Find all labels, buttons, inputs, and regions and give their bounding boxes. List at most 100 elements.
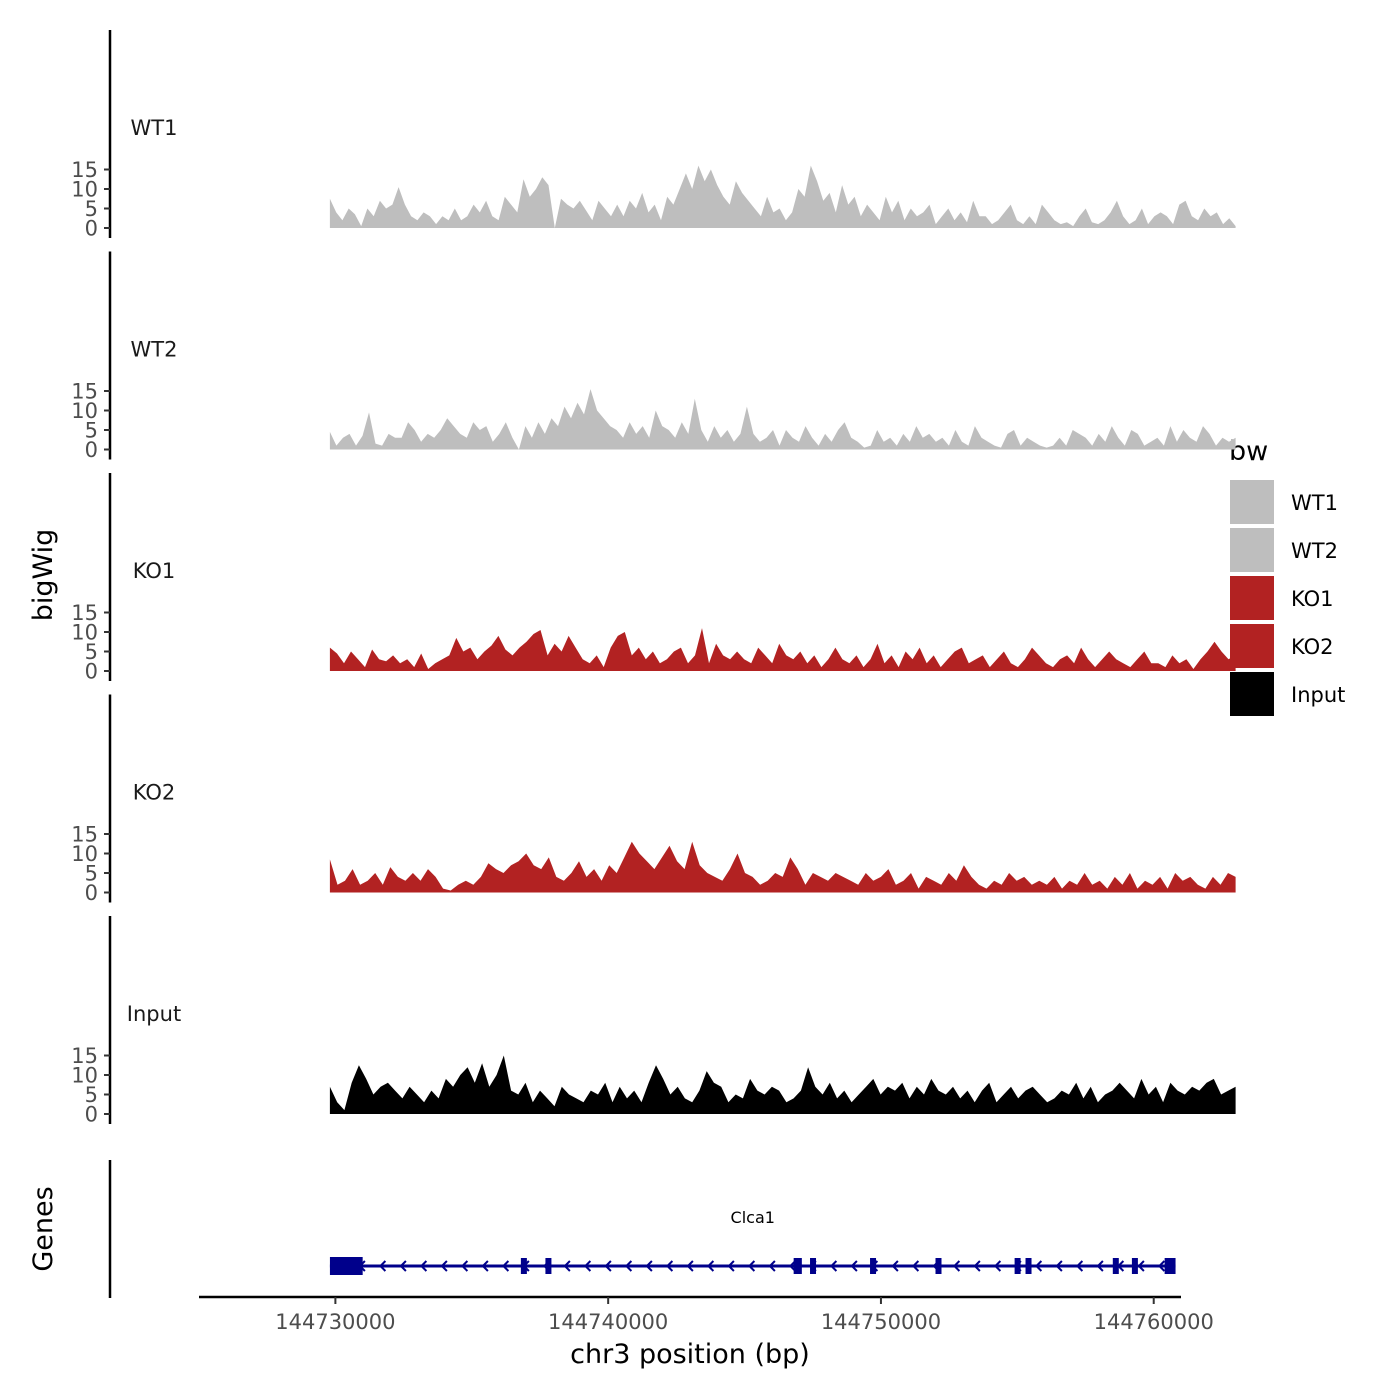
gene-exon [1164,1258,1176,1274]
track-label-ko1: KO1 [133,559,176,583]
gene-exon [1014,1258,1021,1274]
legend-label-input: Input [1291,683,1345,707]
y-tick-label: 10 [71,842,98,866]
legend-label-wt2: WT2 [1291,539,1338,563]
y-tick-label: 5 [85,862,98,886]
signal-area-wt2 [329,389,1236,450]
x-tick-label: 144750000 [821,1310,941,1334]
y-tick-label: 10 [71,621,98,645]
x-tick-label: 144760000 [1094,1310,1214,1334]
strand-chevron [952,1260,961,1272]
strand-chevron [891,1260,899,1272]
gene-exon [810,1258,817,1274]
legend-label-ko1: KO1 [1291,587,1334,611]
legend-swatch-ko2 [1230,624,1274,668]
y-tick-label: 15 [71,1044,98,1068]
strand-chevron [1096,1260,1104,1272]
strand-chevron [768,1260,776,1272]
y-tick-label: 0 [85,881,98,905]
track-label-ko2: KO2 [133,781,176,805]
y-tick-label: 10 [71,178,98,202]
y-tick-label: 5 [85,197,98,221]
x-axis-title: chr3 position (bp) [570,1339,810,1370]
y-tick-label: 5 [85,1083,98,1107]
y-tick-label: 5 [85,419,98,443]
x-axis: 144730000 144740000 144750000 144760000 [199,1295,1214,1334]
gene-exon [329,1257,363,1275]
strand-chevron [727,1260,735,1272]
strand-chevron [973,1260,981,1272]
legend-swatch-input [1230,672,1274,716]
legend: WT1 WT2 KO1 KO2 Input [1230,480,1345,716]
strand-chevron [1055,1260,1063,1272]
track-label-input: Input [127,1002,181,1026]
y-axis-title: bigWig [28,529,59,622]
legend-label-wt1: WT1 [1291,491,1338,515]
strand-chevron [419,1260,428,1272]
strand-chevron [583,1260,592,1272]
strand-chevron [747,1260,756,1272]
strand-chevron [624,1260,633,1272]
y-tick-label: 15 [71,380,98,404]
track-label-wt1: WT1 [131,116,178,140]
strand-chevron [1137,1260,1145,1272]
strand-chevron [911,1260,920,1272]
gene-exon [545,1258,552,1274]
y-tick-label: 0 [85,1103,98,1127]
track-label-wt2: WT2 [131,338,178,362]
gene-exon [1112,1258,1119,1274]
strand-chevron [378,1260,387,1272]
legend-label-ko2: KO2 [1291,635,1334,659]
strand-chevron [1157,1260,1166,1272]
signal-tracks: 051015WT1051015WT2051015KO1051015KO20510… [71,30,1236,1127]
strand-chevron [481,1260,489,1272]
legend-swatch-wt2 [1230,528,1274,572]
y-tick-label: 15 [71,158,98,182]
y-tick-label: 0 [85,217,98,241]
gene-track [108,1160,1176,1298]
strand-chevron [501,1260,510,1272]
x-tick-label: 144740000 [548,1310,668,1334]
x-tick-label: 144730000 [275,1310,395,1334]
gene-exon [870,1258,877,1274]
signal-area-input [329,1055,1236,1114]
signal-area-ko2 [329,841,1236,893]
y-tick-label: 0 [85,438,98,462]
strand-chevron [563,1260,571,1272]
gene-exon [520,1258,527,1274]
y-tick-label: 5 [85,640,98,664]
strand-chevron [440,1260,448,1272]
strand-chevron [399,1260,407,1272]
gene-exon [935,1258,942,1274]
strand-chevron [1075,1260,1084,1272]
signal-area-wt1 [329,165,1236,228]
legend-swatch-wt1 [1230,480,1274,524]
strand-chevron [604,1260,612,1272]
signal-area-ko1 [329,628,1236,671]
strand-chevron [1034,1260,1043,1272]
gene-exon [1025,1258,1032,1274]
gene-label: Clca1 [731,1208,775,1227]
y-tick-label: 10 [71,1064,98,1088]
strand-chevron [665,1260,674,1272]
gene-exon [793,1258,802,1274]
y-tick-label: 15 [71,823,98,847]
strand-chevron [686,1260,694,1272]
legend-swatch-ko1 [1230,576,1274,620]
strand-chevron [850,1260,858,1272]
strand-chevron [460,1260,469,1272]
strand-chevron [645,1260,653,1272]
strand-chevron [829,1260,838,1272]
strand-chevron [706,1260,715,1272]
y-tick-label: 10 [71,399,98,423]
y-tick-label: 0 [85,660,98,684]
gene-exon [1131,1258,1138,1274]
strand-chevron [993,1260,1002,1272]
y-tick-label: 15 [71,601,98,625]
